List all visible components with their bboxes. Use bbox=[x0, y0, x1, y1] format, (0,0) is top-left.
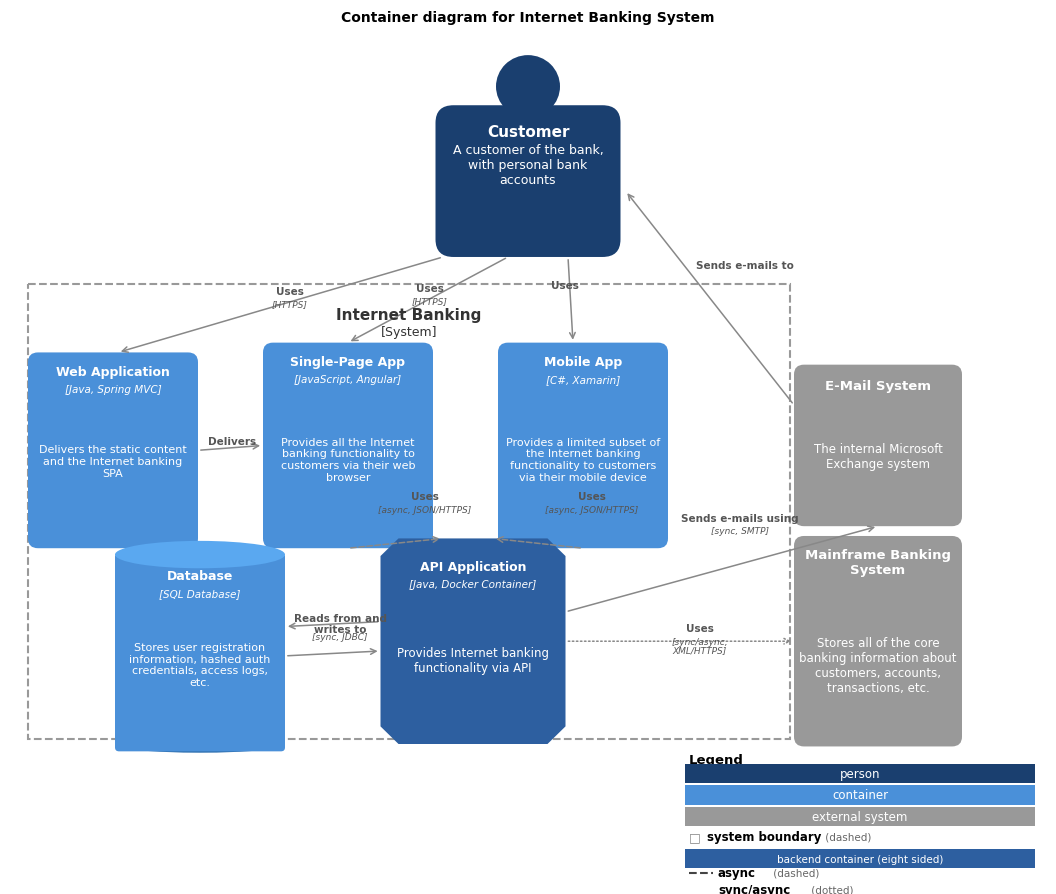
Text: Uses: Uses bbox=[551, 281, 579, 291]
Text: [HTTPS]: [HTTPS] bbox=[412, 297, 448, 306]
Text: [System]: [System] bbox=[381, 326, 437, 340]
FancyBboxPatch shape bbox=[435, 105, 621, 257]
Text: Uses: Uses bbox=[686, 625, 714, 635]
Text: Database: Database bbox=[167, 569, 233, 583]
Text: E-Mail System: E-Mail System bbox=[825, 380, 931, 392]
Text: Mainframe Banking
System: Mainframe Banking System bbox=[805, 550, 951, 578]
Text: [HTTPS]: [HTTPS] bbox=[272, 300, 308, 309]
Text: Customer: Customer bbox=[487, 125, 569, 140]
Text: A customer of the bank,
with personal bank
accounts: A customer of the bank, with personal ba… bbox=[453, 145, 603, 188]
Text: Uses: Uses bbox=[578, 493, 606, 502]
Text: [sync/async,: [sync/async, bbox=[672, 637, 729, 646]
Text: Sends e-mails using: Sends e-mails using bbox=[681, 514, 798, 524]
Text: [JavaScript, Angular]: [JavaScript, Angular] bbox=[295, 375, 401, 384]
FancyBboxPatch shape bbox=[685, 848, 1035, 868]
FancyBboxPatch shape bbox=[794, 365, 962, 527]
Text: [Java, Docker Container]: [Java, Docker Container] bbox=[410, 580, 536, 590]
FancyBboxPatch shape bbox=[685, 785, 1035, 805]
FancyBboxPatch shape bbox=[263, 342, 433, 548]
Ellipse shape bbox=[115, 541, 285, 569]
Text: [sync, JDBC]: [sync, JDBC] bbox=[313, 633, 367, 642]
FancyBboxPatch shape bbox=[115, 554, 285, 738]
Text: [async, JSON/HTTPS]: [async, JSON/HTTPS] bbox=[378, 505, 472, 515]
Text: XML/HTTPS]: XML/HTTPS] bbox=[673, 646, 728, 655]
FancyBboxPatch shape bbox=[498, 342, 668, 548]
Text: Single-Page App: Single-Page App bbox=[290, 356, 406, 368]
Text: [C#, Xamarin]: [C#, Xamarin] bbox=[546, 375, 620, 384]
FancyBboxPatch shape bbox=[29, 352, 199, 548]
FancyBboxPatch shape bbox=[685, 806, 1035, 826]
Text: Reads from and
writes to: Reads from and writes to bbox=[294, 614, 386, 636]
Text: Uses: Uses bbox=[416, 283, 444, 294]
Text: □: □ bbox=[689, 831, 701, 845]
Text: Container diagram for Internet Banking System: Container diagram for Internet Banking S… bbox=[341, 11, 715, 25]
Text: Provides a limited subset of
the Internet banking
functionality to customers
via: Provides a limited subset of the Interne… bbox=[506, 438, 660, 483]
Text: The internal Microsoft
Exchange system: The internal Microsoft Exchange system bbox=[813, 443, 942, 471]
Polygon shape bbox=[380, 538, 566, 744]
Text: Delivers: Delivers bbox=[208, 437, 256, 448]
Text: Web Application: Web Application bbox=[56, 366, 170, 378]
Text: Legend: Legend bbox=[689, 754, 743, 767]
Ellipse shape bbox=[496, 55, 560, 118]
Text: Delivers the static content
and the Internet banking
SPA: Delivers the static content and the Inte… bbox=[39, 445, 187, 478]
Text: Uses: Uses bbox=[411, 493, 439, 502]
Text: backend container (eight sided): backend container (eight sided) bbox=[777, 855, 943, 864]
FancyBboxPatch shape bbox=[794, 536, 962, 746]
Ellipse shape bbox=[115, 737, 285, 753]
Text: [async, JSON/HTTPS]: [async, JSON/HTTPS] bbox=[545, 505, 639, 515]
FancyBboxPatch shape bbox=[685, 763, 1035, 783]
Text: Uses: Uses bbox=[276, 287, 304, 297]
Text: [SQL Database]: [SQL Database] bbox=[159, 589, 241, 599]
Text: sync/async: sync/async bbox=[718, 884, 790, 894]
Text: container: container bbox=[832, 789, 888, 803]
Text: system boundary: system boundary bbox=[708, 831, 822, 845]
Text: Provides Internet banking
functionality via API: Provides Internet banking functionality … bbox=[397, 646, 549, 675]
Text: Mobile App: Mobile App bbox=[544, 356, 622, 368]
Text: [Java, Spring MVC]: [Java, Spring MVC] bbox=[64, 384, 162, 394]
Text: (dashed): (dashed) bbox=[822, 833, 871, 843]
Text: Internet Banking: Internet Banking bbox=[336, 308, 482, 323]
Text: (dotted): (dotted) bbox=[808, 886, 853, 894]
Text: async: async bbox=[718, 866, 756, 880]
Text: Provides all the Internet
banking functionality to
customers via their web
brows: Provides all the Internet banking functi… bbox=[281, 438, 415, 483]
FancyBboxPatch shape bbox=[115, 554, 285, 751]
Text: Stores all of the core
banking information about
customers, accounts,
transactio: Stores all of the core banking informati… bbox=[799, 637, 957, 695]
Text: [sync, SMTP]: [sync, SMTP] bbox=[711, 527, 769, 536]
Text: person: person bbox=[840, 768, 881, 780]
Text: external system: external system bbox=[812, 811, 908, 824]
Text: API Application: API Application bbox=[419, 561, 526, 574]
Text: Stores user registration
information, hashed auth
credentials, access logs,
etc.: Stores user registration information, ha… bbox=[129, 644, 270, 688]
Text: Sends e-mails to: Sends e-mails to bbox=[696, 261, 794, 271]
Text: (dashed): (dashed) bbox=[770, 868, 819, 878]
